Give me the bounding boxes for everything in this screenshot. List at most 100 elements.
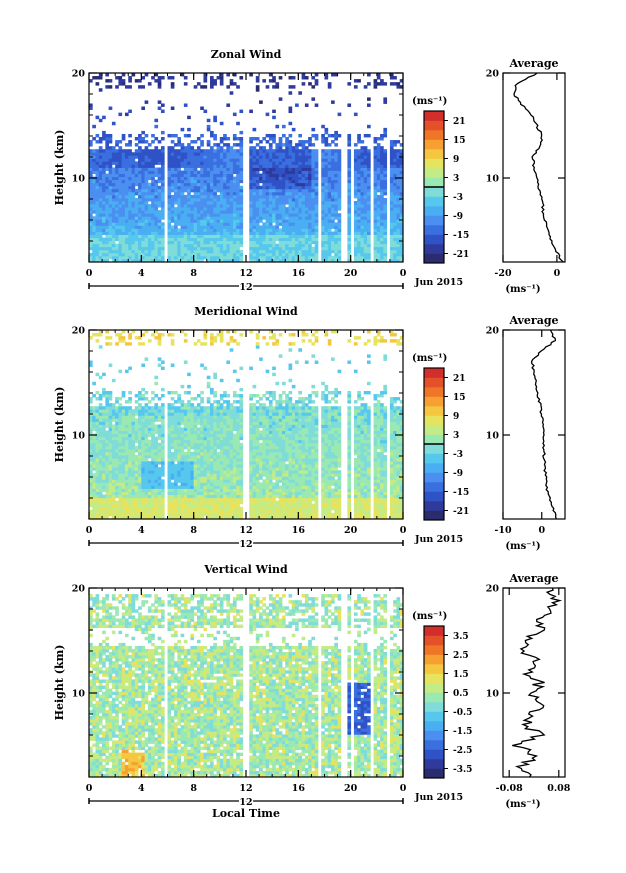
heatmap-cell xyxy=(295,188,299,193)
heatmap-cell xyxy=(102,415,106,419)
heatmap-cell xyxy=(304,185,309,190)
heatmap-cell xyxy=(239,158,244,162)
heatmap-cell xyxy=(134,216,139,220)
heatmap-cell xyxy=(357,213,361,217)
heatmap-cell xyxy=(373,243,378,248)
heatmap-cell xyxy=(147,243,152,248)
heatmap-cell xyxy=(396,85,401,89)
heatmap-cell xyxy=(115,451,119,456)
heatmap-cell xyxy=(105,476,110,480)
heatmap-cell xyxy=(360,182,365,187)
heatmap-cell xyxy=(383,243,388,248)
heatmap-cell xyxy=(236,197,240,202)
heatmap-cell xyxy=(229,246,234,251)
heatmap-cell xyxy=(102,427,106,431)
heatmap-cell xyxy=(308,258,312,263)
heatmap-cell xyxy=(295,182,299,187)
heatmap-cell xyxy=(308,182,312,187)
heatmap-cell xyxy=(196,237,201,242)
heatmap-cell xyxy=(259,219,263,223)
heatmap-cell xyxy=(105,234,110,239)
heatmap-cell xyxy=(262,167,267,171)
heatmap-cell xyxy=(167,390,172,395)
heatmap-cell xyxy=(376,252,381,257)
heatmap-cell xyxy=(144,439,149,444)
heatmap-cell xyxy=(95,406,100,410)
heatmap-cell xyxy=(232,137,237,141)
heatmap-cell xyxy=(157,415,162,419)
heatmap-cell xyxy=(347,137,352,141)
heatmap-cell xyxy=(360,191,365,196)
heatmap-cell xyxy=(389,258,394,263)
heatmap-cell xyxy=(272,258,276,263)
heatmap-cell xyxy=(347,237,352,242)
heatmap-cell xyxy=(193,201,198,205)
colorbar-tick-label: 15 xyxy=(453,136,466,146)
heatmap-cell xyxy=(131,213,136,217)
heatmap-cell xyxy=(213,240,217,245)
heatmap-cell xyxy=(111,225,116,229)
heatmap-cell xyxy=(308,194,312,199)
heatmap-cell xyxy=(268,204,273,208)
heatmap-cell xyxy=(206,191,211,196)
heatmap-cell xyxy=(367,213,371,217)
heatmap-cell xyxy=(278,228,283,232)
heatmap-cell xyxy=(291,170,296,174)
heatmap-cell xyxy=(353,176,358,181)
heatmap-cell xyxy=(311,164,316,168)
heatmap-cell xyxy=(285,201,289,205)
heatmap-cell xyxy=(311,158,316,162)
heatmap-cell xyxy=(95,433,100,438)
heatmap-cell xyxy=(206,127,211,132)
heatmap-cell xyxy=(102,467,106,471)
heatmap-cell xyxy=(255,243,260,248)
heatmap-cell xyxy=(183,237,188,242)
heatmap-cell xyxy=(102,503,106,508)
heatmap-cell xyxy=(196,152,201,156)
heatmap-cell xyxy=(89,191,93,196)
heatmap-cell xyxy=(177,140,181,144)
heatmap-cell xyxy=(376,225,381,229)
heatmap-cell xyxy=(102,421,106,425)
heatmap-cell xyxy=(157,479,162,483)
heatmap-cell xyxy=(92,222,96,226)
heatmap-cell xyxy=(389,213,394,217)
heatmap-cell xyxy=(304,255,309,260)
heatmap-cell xyxy=(295,234,299,239)
heatmap-cell xyxy=(203,237,208,242)
heatmap-cell xyxy=(190,170,195,174)
heatmap-cell xyxy=(157,339,162,343)
heatmap-cell xyxy=(111,458,116,462)
heatmap-cell xyxy=(213,167,217,171)
heatmap-cell xyxy=(265,155,270,159)
heatmap-cell xyxy=(389,225,394,229)
heatmap-cell xyxy=(92,197,96,202)
heatmap-cell xyxy=(200,170,204,174)
heatmap-cell xyxy=(118,182,123,187)
heatmap-cell xyxy=(285,149,289,153)
heatmap-cell xyxy=(138,409,142,413)
heatmap-cell xyxy=(147,491,152,496)
heatmap-cell xyxy=(399,149,404,153)
heatmap-cell xyxy=(252,127,257,132)
heatmap-cell xyxy=(337,197,342,202)
heatmap-cell xyxy=(239,191,244,196)
heatmap-cell xyxy=(360,246,365,251)
heatmap-cell xyxy=(151,149,155,153)
heatmap-cell xyxy=(144,255,149,260)
heatmap-cell xyxy=(206,207,211,211)
heatmap-cell xyxy=(128,515,132,520)
heatmap-cell xyxy=(298,152,302,156)
heatmap-cell xyxy=(311,216,316,220)
heatmap-cell xyxy=(223,240,227,245)
heatmap-cell xyxy=(144,173,149,178)
heatmap-cell xyxy=(367,207,371,211)
heatmap-cell xyxy=(363,246,368,251)
heatmap-cell xyxy=(187,197,191,202)
heatmap-cell xyxy=(118,491,123,496)
heatmap-cell xyxy=(108,503,113,508)
heatmap-cell xyxy=(183,207,188,211)
heatmap-cell xyxy=(111,252,116,257)
heatmap-cell xyxy=(249,249,253,254)
heatmap-cell xyxy=(190,464,195,468)
